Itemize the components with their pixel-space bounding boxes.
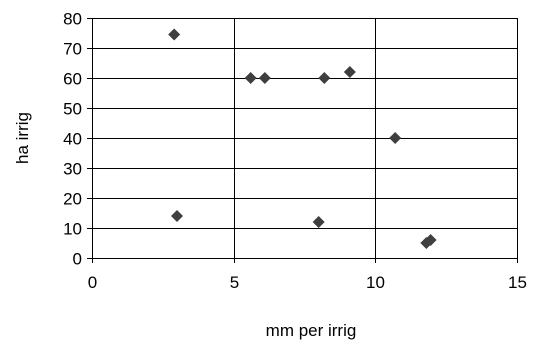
y-tick-label: 40 [63,130,82,149]
y-tick-label: 30 [63,160,82,179]
data-point-diamond [168,28,181,41]
y-axis-title: ha irrig [13,112,32,164]
data-point-diamond [424,234,437,246]
y-tick-label: 0 [73,250,82,269]
y-tick-label: 50 [63,100,82,119]
axes [87,18,518,263]
x-tick-label: 10 [366,273,385,292]
data-point-diamond [171,210,183,222]
y-tick-labels: 0 10 20 30 40 50 60 70 80 [63,10,82,269]
y-tick-label: 80 [63,10,82,29]
data-point-diamond [318,72,331,84]
data-point-diamond [343,66,356,78]
data-point-diamond [312,216,325,228]
data-point-diamond [389,132,402,144]
x-tick-label: 15 [508,273,527,292]
data-point-diamond [244,72,257,84]
data-point-diamond [258,72,271,84]
y-tick-label: 60 [63,70,82,89]
x-tick-label: 0 [88,273,97,292]
y-tick-label: 20 [63,190,82,209]
x-tick-label: 5 [230,273,239,292]
y-tick-label: 10 [63,220,82,239]
data-points [168,28,437,249]
y-tick-label: 70 [63,40,82,59]
x-tick-labels: 0 5 10 15 [88,273,527,292]
x-axis-title: mm per irrig [266,321,357,340]
